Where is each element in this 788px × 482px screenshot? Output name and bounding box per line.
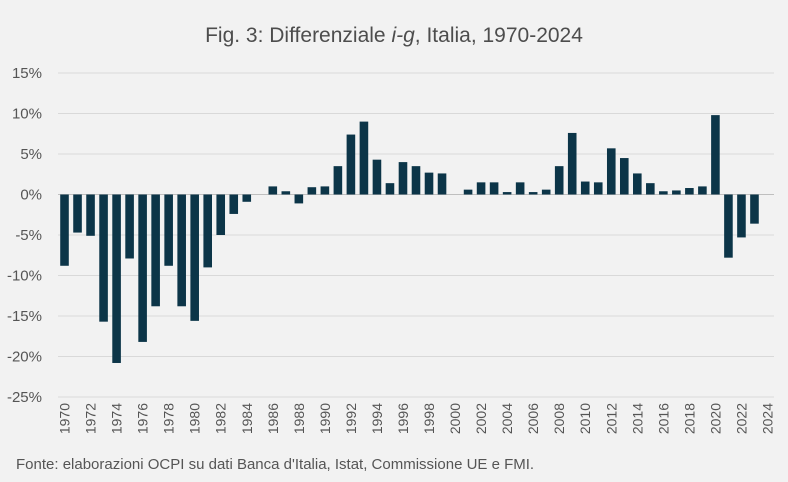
- bar-1995: [385, 183, 395, 195]
- y-tick-label: 10%: [12, 106, 42, 123]
- bar-2010: [580, 181, 590, 195]
- bar-1996: [398, 162, 408, 195]
- title-suffix: , Italia, 1970-2024: [415, 24, 583, 47]
- x-tick-label: 2022: [733, 403, 749, 434]
- bar-2008: [554, 166, 564, 195]
- bar-2014: [633, 173, 642, 195]
- x-tick-label: 1976: [135, 403, 151, 434]
- bar-2005: [515, 182, 525, 195]
- x-tick-label: 2024: [759, 403, 775, 434]
- bar-1980: [190, 194, 199, 321]
- bar-1977: [151, 194, 160, 307]
- y-tick-label: -10%: [7, 268, 42, 285]
- bar-2012: [606, 148, 616, 195]
- x-tick-label: 2014: [629, 403, 645, 434]
- y-tick-label: -20%: [7, 349, 42, 366]
- bar-1981: [203, 194, 212, 268]
- y-tick-label: 5%: [20, 146, 42, 163]
- bar-2009: [567, 132, 577, 195]
- x-tick-label: 2002: [473, 403, 489, 434]
- bar-1990: [320, 186, 330, 195]
- y-tick-label: 15%: [12, 65, 42, 82]
- bars: [60, 115, 759, 363]
- x-tick-label: 1978: [161, 403, 177, 434]
- x-tick-label: 1972: [83, 403, 99, 434]
- y-tick-label: 0%: [20, 187, 42, 204]
- bar-2004: [502, 192, 512, 195]
- x-tick-label: 1970: [57, 403, 73, 434]
- bar-1982: [216, 194, 226, 235]
- bar-2019: [698, 186, 707, 195]
- bar-1993: [359, 121, 369, 195]
- bar-2021: [724, 194, 733, 258]
- bar-1987: [281, 191, 291, 195]
- bar-1975: [125, 194, 134, 259]
- x-tick-label: 1988: [291, 403, 307, 434]
- x-tick-label: 1992: [343, 403, 359, 434]
- x-tick-label: 2018: [681, 403, 697, 434]
- x-tick-label: 1984: [239, 403, 255, 434]
- x-axis-ticks: 1970 1972 1974 1976 1978 1980 1982 1984 1986 1988…: [57, 403, 776, 434]
- bar-1992: [346, 134, 356, 195]
- bar-1984: [242, 194, 252, 202]
- x-tick-label: 1990: [317, 403, 333, 434]
- x-tick-label: 1998: [421, 403, 437, 434]
- x-tick-label: 2004: [499, 403, 515, 434]
- bar-1979: [177, 194, 186, 307]
- bar-2006: [528, 192, 538, 195]
- bar-1989: [307, 187, 317, 195]
- bar-1978: [164, 194, 173, 266]
- y-tick-label: -25%: [7, 389, 42, 406]
- bar-1998: [424, 172, 434, 195]
- chart-title: Fig. 3: Differenziale i-g, Italia, 1970-…: [205, 24, 583, 47]
- bar-1974: [112, 194, 121, 363]
- bar-1971: [73, 194, 82, 233]
- bar-2017: [672, 190, 681, 195]
- x-tick-label: 2020: [707, 403, 723, 434]
- bar-1994: [372, 159, 382, 195]
- x-tick-label: 1982: [213, 403, 229, 434]
- y-tick-label: -5%: [15, 227, 42, 244]
- y-axis-ticks: 15% 10% 5% 0% -5% -10% -15% -20% -25%: [7, 65, 42, 406]
- x-tick-label: 2006: [525, 403, 541, 434]
- bar-2023: [750, 194, 759, 224]
- gridlines: [58, 72, 774, 398]
- bar-2002: [476, 182, 486, 195]
- x-tick-label: 1980: [187, 403, 203, 434]
- bar-2013: [619, 158, 629, 195]
- bar-1988: [294, 194, 304, 204]
- x-tick-label: 2010: [577, 403, 593, 434]
- title-prefix: Fig. 3: Differenziale: [205, 24, 391, 47]
- bar-1999: [437, 173, 447, 195]
- bar-1983: [229, 194, 239, 214]
- bar-2022: [737, 194, 746, 238]
- bar-2003: [489, 182, 499, 195]
- x-tick-label: 1974: [109, 403, 125, 434]
- bar-2020: [711, 115, 720, 195]
- bar-2015: [646, 183, 655, 195]
- x-tick-label: 1994: [369, 403, 385, 434]
- bar-1973: [99, 194, 108, 322]
- x-tick-label: 2000: [447, 403, 463, 434]
- bar-1976: [138, 194, 147, 342]
- bar-2007: [541, 189, 551, 195]
- bar-1972: [86, 194, 95, 236]
- bar-1986: [268, 186, 278, 195]
- x-tick-label: 1986: [265, 403, 281, 434]
- bar-2001: [463, 189, 473, 195]
- x-tick-label: 2008: [551, 403, 567, 434]
- bar-2011: [593, 182, 603, 195]
- bar-1970: [60, 194, 69, 266]
- bar-2016: [659, 191, 668, 195]
- bar-1997: [411, 166, 421, 195]
- x-tick-label: 1996: [395, 403, 411, 434]
- x-tick-label: 2012: [603, 403, 619, 434]
- title-italic: i-g: [391, 24, 415, 47]
- x-tick-label: 2016: [655, 403, 671, 434]
- y-tick-label: -15%: [7, 308, 42, 325]
- bar-1991: [333, 166, 343, 195]
- source-note: Fonte: elaborazioni OCPI su dati Banca d…: [16, 456, 535, 473]
- bar-2018: [685, 188, 694, 195]
